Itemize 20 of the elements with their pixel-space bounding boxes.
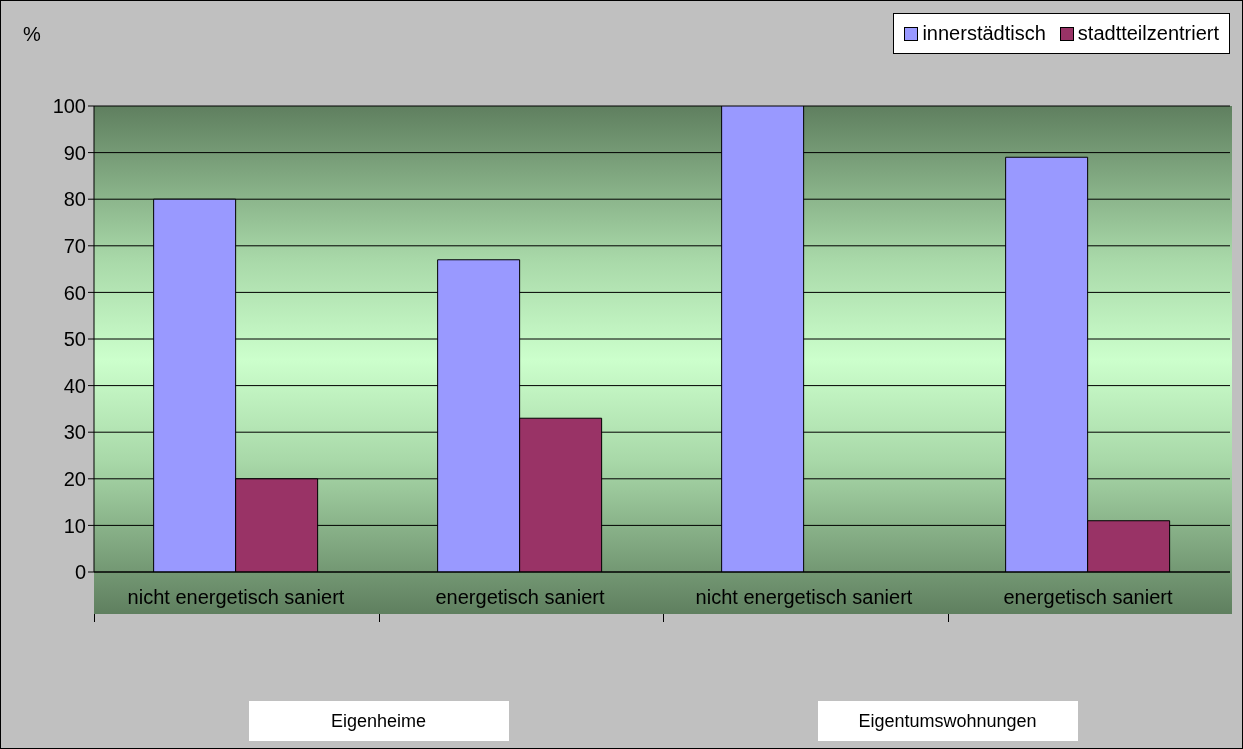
- x-tick-label: nicht energetisch saniert: [695, 586, 913, 609]
- y-tick-label: 20: [63, 467, 86, 490]
- y-tick-label: 0: [74, 561, 86, 584]
- y-tick-label: 50: [63, 328, 86, 351]
- x-tick-label: nicht energetisch saniert: [127, 586, 345, 609]
- y-tick-label: 70: [63, 234, 86, 257]
- text: Eigenheime: [248, 701, 509, 741]
- y-tick-label: 30: [63, 421, 86, 444]
- legend-label: innerstädtisch: [922, 22, 1046, 45]
- y-tick-label: 100: [52, 95, 86, 118]
- y-tick-label: 90: [63, 141, 86, 164]
- y-tick-label: 40: [63, 374, 86, 397]
- y-tick-label: 80: [63, 188, 86, 211]
- legend-label: stadtteilzentriert: [1077, 22, 1219, 45]
- x-tick-label: energetisch saniert: [435, 586, 605, 609]
- x-tick-label: energetisch saniert: [1003, 586, 1173, 609]
- text: Eigentumswohnungen: [817, 701, 1078, 741]
- y-tick-label: 60: [63, 281, 86, 304]
- y-axis-title: %: [23, 23, 41, 46]
- y-tick-label: 10: [63, 514, 86, 537]
